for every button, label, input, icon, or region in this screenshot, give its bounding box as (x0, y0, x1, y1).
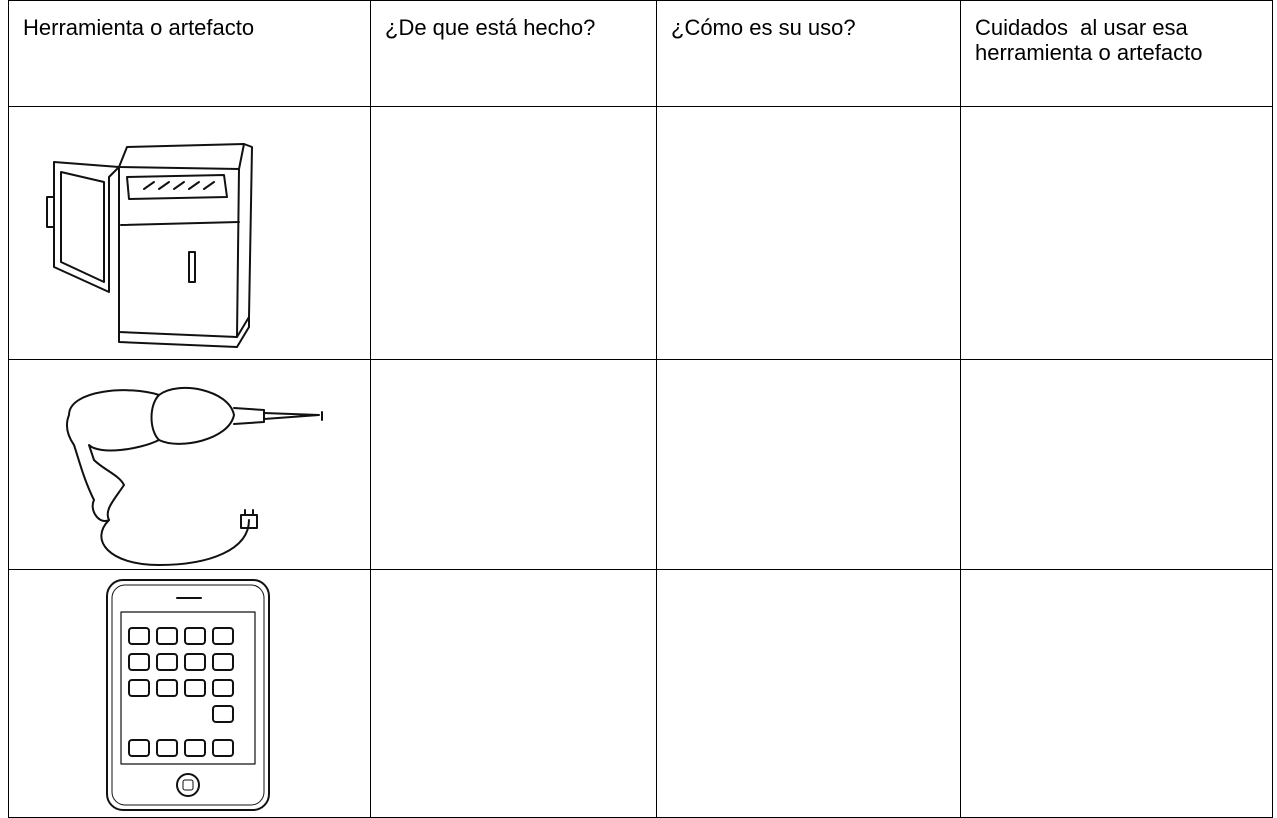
header-cell: Cuidados al usar esa herramienta o artef… (960, 0, 1273, 107)
header-row: Herramienta o artefacto ¿De que está hec… (8, 0, 1273, 107)
empty-cell (960, 359, 1273, 570)
phone-drawing (106, 579, 270, 811)
empty-cell (656, 569, 961, 818)
empty-cell (960, 106, 1273, 360)
empty-cell (370, 106, 657, 360)
empty-cell (370, 359, 657, 570)
image-cell (8, 106, 371, 360)
header-cell: ¿De que está hecho? (370, 0, 657, 107)
row (8, 359, 1273, 570)
drill-drawing (65, 387, 323, 566)
image-cell (8, 569, 371, 818)
fridge-drawing (46, 143, 253, 348)
header-cell: ¿Cómo es su uso? (656, 0, 961, 107)
empty-cell (656, 359, 961, 570)
empty-cell (656, 106, 961, 360)
header-cell: Herramienta o artefacto (8, 0, 371, 107)
empty-cell (960, 569, 1273, 818)
row (8, 106, 1273, 360)
row (8, 569, 1273, 818)
empty-cell (370, 569, 657, 818)
image-cell (8, 359, 371, 570)
artifact-table: Herramienta o artefacto ¿De que está hec… (8, 0, 1273, 818)
